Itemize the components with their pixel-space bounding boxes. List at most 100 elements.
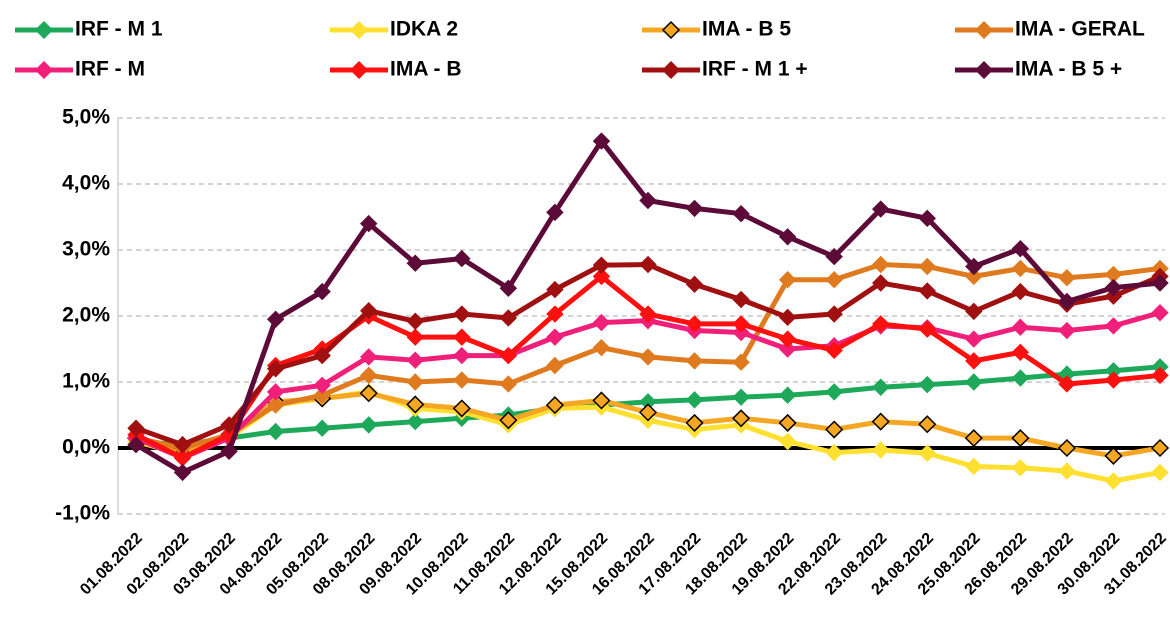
point-marker — [965, 302, 983, 321]
point-marker — [453, 249, 471, 268]
point-marker — [406, 412, 424, 431]
point-marker — [732, 353, 750, 371]
point-marker — [778, 308, 797, 327]
point-marker — [964, 429, 983, 448]
point-marker — [778, 340, 797, 358]
point-marker — [545, 396, 564, 415]
point-marker — [499, 346, 518, 365]
point-marker — [1104, 446, 1123, 465]
point-marker — [266, 360, 285, 378]
point-marker — [918, 320, 936, 338]
y-tick-label: 0,0% — [62, 436, 110, 459]
point-marker — [220, 416, 238, 434]
point-marker — [778, 270, 797, 289]
point-marker — [685, 275, 704, 294]
point-marker — [546, 203, 564, 222]
legend-label: IDKA 2 — [390, 18, 458, 41]
legend-marker — [34, 20, 54, 40]
point-marker — [406, 373, 424, 391]
point-marker — [1058, 321, 1076, 340]
point-marker — [1011, 318, 1030, 336]
legend-marker — [974, 20, 994, 40]
point-marker — [685, 391, 704, 409]
point-marker — [220, 442, 238, 461]
legend-marker — [34, 60, 54, 80]
point-marker — [872, 255, 890, 274]
point-marker — [453, 371, 471, 389]
point-marker — [1011, 259, 1030, 278]
point-marker — [1058, 462, 1076, 480]
point-marker — [406, 312, 424, 330]
point-marker — [313, 282, 331, 301]
point-marker — [1151, 366, 1169, 385]
point-marker — [965, 457, 983, 476]
y-tick-label: 3,0% — [62, 238, 110, 261]
legend-label: IRF - M — [75, 58, 145, 81]
point-marker — [406, 254, 424, 272]
point-marker — [825, 341, 843, 360]
point-marker — [872, 200, 890, 218]
point-marker — [1104, 278, 1123, 297]
point-marker — [127, 435, 145, 454]
point-marker — [872, 378, 890, 396]
point-marker — [685, 199, 704, 218]
series — [127, 132, 1169, 482]
point-marker — [1011, 459, 1030, 477]
point-marker — [452, 399, 471, 418]
point-marker — [546, 356, 564, 375]
point-marker — [639, 255, 657, 274]
point-marker — [732, 388, 750, 406]
point-marker — [778, 413, 797, 432]
point-marker — [546, 328, 564, 346]
legend-marker — [661, 20, 681, 40]
legend-label: IMA - B 5 + — [1015, 58, 1122, 81]
point-marker — [918, 375, 936, 394]
point-marker — [499, 375, 518, 393]
point-marker — [1104, 371, 1123, 389]
point-marker — [639, 305, 657, 323]
point-marker — [1011, 369, 1030, 387]
legend-label: IMA - B — [390, 58, 462, 81]
point-marker — [639, 348, 657, 366]
point-marker — [638, 403, 658, 422]
point-marker — [499, 411, 518, 430]
point-marker — [360, 348, 378, 366]
legend-marker — [661, 60, 681, 80]
point-marker — [266, 310, 285, 329]
point-marker — [313, 346, 331, 365]
point-marker — [825, 443, 843, 462]
point-marker — [313, 376, 331, 395]
point-marker — [1104, 317, 1123, 335]
point-marker — [592, 313, 611, 332]
point-marker — [360, 214, 378, 233]
point-marker — [825, 247, 843, 266]
point-marker — [872, 315, 890, 333]
point-marker — [1058, 269, 1076, 287]
point-marker — [173, 463, 192, 482]
point-marker — [1011, 429, 1030, 448]
y-tick-label: 4,0% — [62, 172, 110, 195]
point-marker — [360, 302, 378, 320]
point-marker — [453, 328, 471, 346]
point-marker — [639, 191, 657, 210]
point-marker — [359, 384, 378, 403]
legend-marker — [349, 60, 369, 80]
point-marker — [965, 373, 983, 391]
point-marker — [173, 435, 192, 454]
y-tick-label: 1,0% — [62, 370, 110, 393]
legend-label: IMA - GERAL — [1015, 18, 1145, 41]
point-marker — [592, 256, 611, 274]
point-marker — [918, 282, 936, 300]
point-marker — [732, 409, 751, 428]
point-marker — [1011, 343, 1030, 362]
point-marker — [872, 441, 890, 459]
point-marker — [266, 422, 285, 441]
point-marker — [825, 270, 843, 289]
point-marker — [778, 330, 797, 348]
y-tick-label: 5,0% — [62, 106, 110, 129]
point-marker — [825, 383, 843, 401]
point-marker — [592, 267, 611, 286]
point-marker — [872, 274, 890, 292]
point-marker — [1058, 375, 1076, 393]
